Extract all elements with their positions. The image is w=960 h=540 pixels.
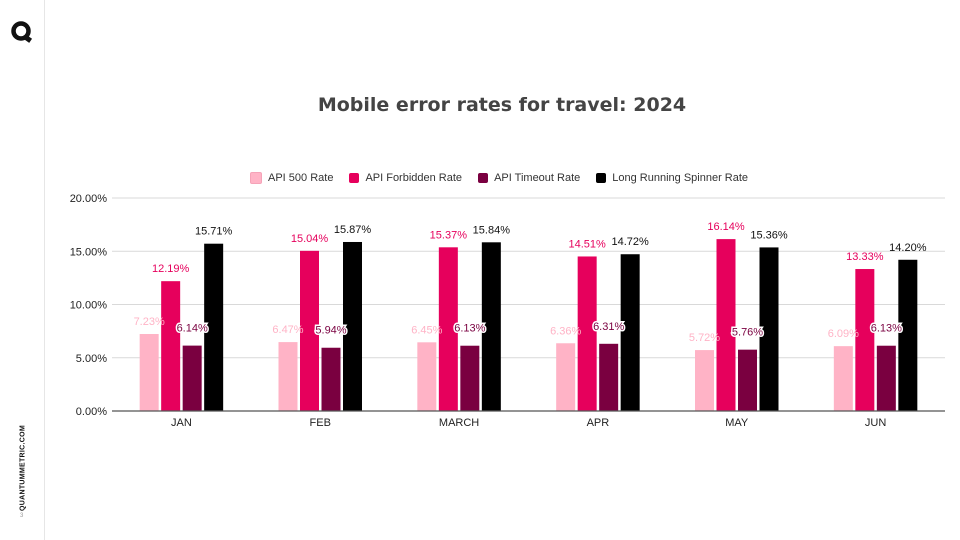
data-label: 7.23% xyxy=(134,316,165,328)
bar xyxy=(278,342,298,411)
data-label: 16.14% xyxy=(707,221,745,233)
legend-label: API 500 Rate xyxy=(268,172,334,184)
legend-item-api-forbidden: API Forbidden Rate xyxy=(349,172,462,184)
bar xyxy=(855,269,875,411)
data-label: 12.19% xyxy=(152,263,190,275)
bar xyxy=(204,243,224,411)
legend-label: Long Running Spinner Rate xyxy=(612,172,749,184)
legend-swatch xyxy=(596,173,607,183)
data-label: 14.51% xyxy=(569,238,607,250)
x-tick-label: MAY xyxy=(725,417,749,429)
bar xyxy=(161,281,181,411)
bar xyxy=(139,334,159,411)
data-label: 5.94% xyxy=(315,325,346,337)
data-label: 15.71% xyxy=(195,226,233,238)
legend-label: API Timeout Rate xyxy=(494,172,581,184)
sidebar: QUANTUMMETRIC.COM 3 xyxy=(0,0,45,540)
data-label: 6.47% xyxy=(272,324,303,336)
bar xyxy=(438,247,458,411)
chart-legend: API 500 Rate API Forbidden Rate API Time… xyxy=(250,170,764,186)
bar xyxy=(556,343,576,411)
data-label: 15.04% xyxy=(291,233,329,245)
legend-swatch xyxy=(250,172,262,184)
x-tick-label: APR xyxy=(587,417,610,429)
bar xyxy=(182,345,202,411)
y-tick-label: 0.00% xyxy=(76,406,107,418)
bar xyxy=(738,349,757,411)
bar xyxy=(716,239,736,411)
bar xyxy=(759,247,779,411)
bar xyxy=(620,254,640,411)
bar xyxy=(481,242,501,411)
data-label: 6.13% xyxy=(871,323,902,335)
bar xyxy=(417,342,437,411)
legend-item-api-500: API 500 Rate xyxy=(250,172,333,184)
data-label: 5.76% xyxy=(732,327,763,339)
data-label: 6.14% xyxy=(177,323,208,335)
x-tick-label: FEB xyxy=(310,417,331,429)
data-label: 14.20% xyxy=(889,242,927,254)
data-label: 6.36% xyxy=(550,325,581,337)
data-label: 15.84% xyxy=(473,224,511,236)
legend-swatch xyxy=(349,173,360,183)
bar xyxy=(321,347,341,411)
data-label: 15.36% xyxy=(750,229,788,241)
data-label: 13.33% xyxy=(846,251,884,263)
quantum-metric-logo-icon xyxy=(11,21,33,43)
y-tick-label: 5.00% xyxy=(76,353,107,365)
legend-item-api-timeout: API Timeout Rate xyxy=(478,172,580,184)
x-tick-label: JAN xyxy=(171,417,192,429)
data-label: 6.31% xyxy=(593,321,624,333)
data-label: 5.72% xyxy=(689,332,720,344)
data-label: 15.37% xyxy=(430,229,468,241)
x-tick-label: MARCH xyxy=(439,417,479,429)
bar xyxy=(460,345,480,411)
bar xyxy=(577,256,597,411)
legend-label: API Forbidden Rate xyxy=(365,172,463,184)
bar xyxy=(599,343,619,411)
data-label: 15.87% xyxy=(334,224,372,236)
bar xyxy=(695,350,714,411)
bar xyxy=(898,259,918,411)
page-number: 3 xyxy=(20,513,24,519)
chart-title: Mobile error rates for travel: 2024 xyxy=(317,94,687,116)
data-label: 6.13% xyxy=(454,323,485,335)
bar xyxy=(833,346,853,411)
legend-item-spinner: Long Running Spinner Rate xyxy=(596,172,748,184)
y-tick-label: 15.00% xyxy=(70,246,108,258)
bar xyxy=(876,345,896,411)
y-tick-label: 20.00% xyxy=(70,193,108,205)
x-tick-label: JUN xyxy=(865,417,886,429)
data-label: 6.09% xyxy=(828,328,859,340)
bar xyxy=(300,250,319,411)
legend-swatch xyxy=(478,173,489,183)
y-tick-label: 10.00% xyxy=(70,300,108,312)
bar xyxy=(343,241,362,411)
data-label: 6.45% xyxy=(411,324,442,336)
data-label: 14.72% xyxy=(612,236,650,248)
